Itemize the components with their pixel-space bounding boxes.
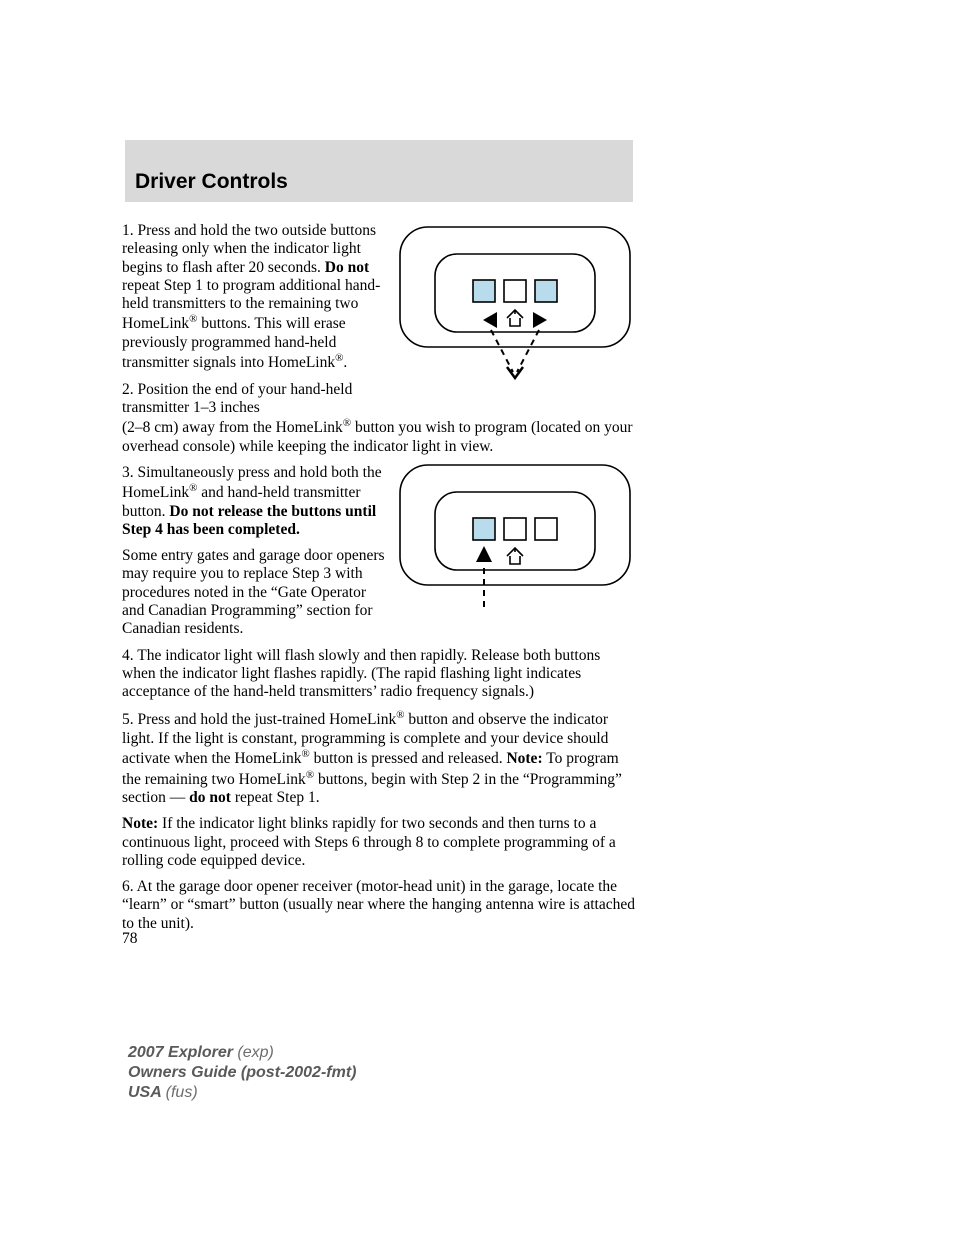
text: repeat Step 1. — [231, 789, 320, 806]
text: button is pressed and released. — [310, 750, 507, 767]
paragraph-7: Note: If the indicator light blinks rapi… — [122, 815, 636, 870]
page-number: 78 — [122, 930, 138, 948]
header-band: Driver Controls — [125, 140, 633, 202]
text: If the indicator light blinks rapidly fo… — [122, 815, 616, 869]
diagram-homelink-both-outer — [395, 222, 635, 382]
page-title: Driver Controls — [135, 170, 288, 194]
text: (fus) — [166, 1084, 198, 1101]
paragraph-3-wrapped: 3. Simultaneously press and hold both th… — [122, 464, 390, 539]
text-bold: USA — [128, 1084, 166, 1101]
footer-line-2: Owners Guide (post-2002-fmt) — [128, 1063, 356, 1083]
paragraph-5: 4. The indicator light will flash slowly… — [122, 647, 636, 702]
book-footer: 2007 Explorer (exp) Owners Guide (post-2… — [128, 1043, 356, 1103]
text: (exp) — [237, 1044, 273, 1061]
text: 5. Press and hold the just-trained HomeL… — [122, 712, 396, 729]
text: . — [343, 354, 347, 371]
text-bold: Note: — [122, 815, 158, 832]
text-bold: Note: — [506, 750, 542, 767]
paragraph-8: 6. At the garage door opener receiver (m… — [122, 878, 636, 933]
text-bold: Do not — [325, 259, 369, 276]
paragraph-4-wrapped: Some entry gates and garage door openers… — [122, 547, 390, 638]
footer-line-3: USA (fus) — [128, 1083, 356, 1103]
text-bold: 2007 Explorer — [128, 1044, 237, 1061]
text-bold: do not — [189, 789, 231, 806]
text-line: 2. Position the end of your hand-held tr… — [122, 381, 390, 418]
footer-line-1: 2007 Explorer (exp) — [128, 1043, 356, 1063]
registered-mark: ® — [343, 417, 351, 429]
registered-mark: ® — [301, 748, 309, 760]
text: (2–8 cm) away from the HomeLink — [122, 419, 343, 436]
paragraph-6: 5. Press and hold the just-trained HomeL… — [122, 709, 636, 807]
diagram-homelink-left-button — [395, 460, 635, 620]
paragraph-2: 2. Position the end of your hand-held tr… — [122, 381, 636, 456]
paragraph-1-wrapped: 1. Press and hold the two outside button… — [122, 222, 390, 373]
registered-mark: ® — [306, 769, 314, 781]
